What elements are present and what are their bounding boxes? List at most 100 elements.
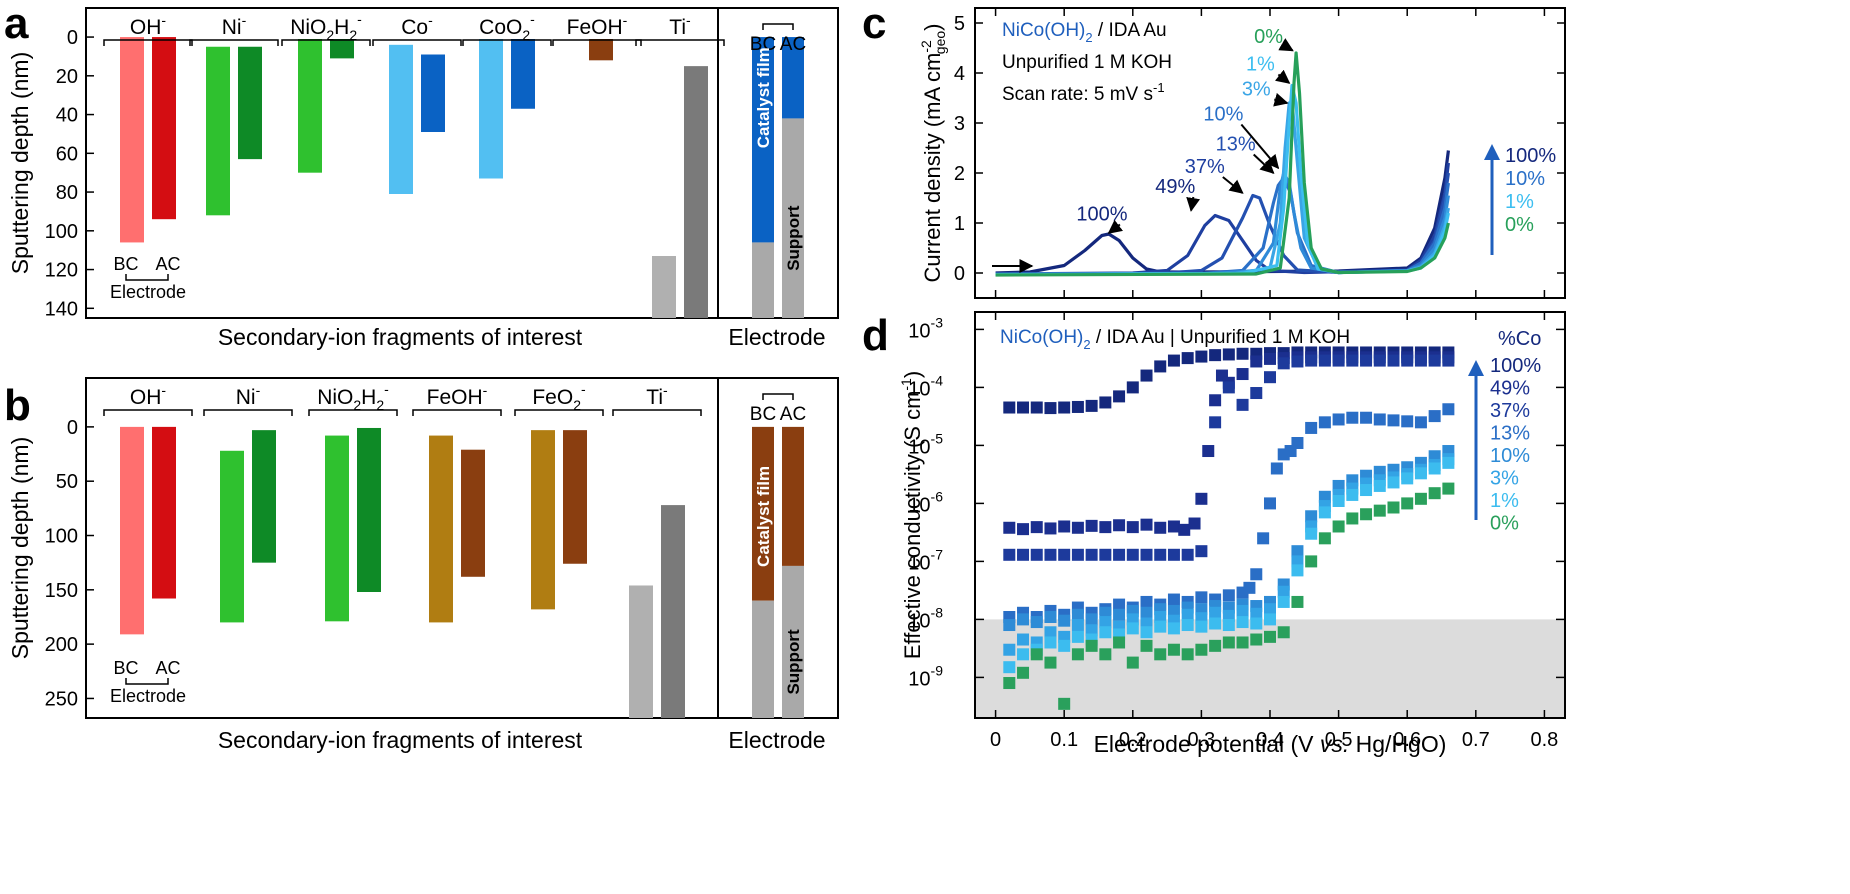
d-data-point [1236,398,1249,411]
b-film-label: Catalyst film [754,466,773,567]
d-legend-entry: 0% [1490,513,1519,535]
d-ytick-base: 10 [908,610,930,632]
b-legend-bc: BC [113,658,138,678]
d-ytick-base: 10 [908,668,930,690]
b-legend-bracket [125,678,169,685]
d-data-point [1305,527,1318,540]
d-data-point [1099,648,1112,661]
d-xtick-label: 0.5 [1325,729,1353,751]
d-ytick-exp: -8 [931,604,944,620]
a-category-label-text2: H [334,16,349,39]
d-data-point [1318,416,1331,429]
c-peak-label: 37% [1185,156,1225,178]
d-data-point [1085,613,1098,626]
c-ytick-label: 0 [954,263,965,285]
c-peak-arrow [1253,153,1275,174]
d-data-point [1140,369,1153,382]
a-category-bracket [103,39,193,46]
b-legend-ac: AC [155,658,180,678]
d-ytick-label: 10-5 [908,430,943,458]
d-data-point [1140,626,1153,639]
a-bar-ac [589,39,613,61]
c-ytick-label: 3 [954,113,965,135]
a-bar-ac [684,66,708,318]
d-data-point [1154,648,1167,661]
a-category-label: CoO2- [479,11,535,43]
c-peak-arrow [1107,219,1124,234]
d-data-point [1250,355,1263,368]
d-data-point [1346,488,1359,501]
d-data-point [1264,371,1276,384]
d-data-point [1236,368,1249,381]
a-electrode-support [752,242,774,318]
d-data-point [1058,401,1071,414]
a-electrode-header-ac: AC [780,34,806,55]
d-data-point [1442,482,1455,495]
a-category-label-sup: - [357,11,362,27]
b-category-label-text: OH [130,386,162,409]
d-data-point [1222,636,1235,649]
c-peak-label: 13% [1216,134,1256,156]
d-data-point [1099,606,1112,619]
a-category-label-text: FeOH [567,16,623,39]
d-xtick-label: 0.6 [1393,729,1421,751]
d-data-point [1236,347,1249,360]
d-data-point [1017,606,1030,619]
d-data-point [1346,354,1359,367]
d-data-point [1058,614,1071,627]
d-data-point [1442,456,1455,469]
b-ytick-label: 200 [45,634,78,656]
d-data-point [1222,381,1235,394]
d-data-point [1373,504,1386,517]
d-data-point [1387,476,1400,489]
d-data-point [1167,354,1180,367]
a-ytick-label: 80 [56,182,78,204]
d-data-point [1167,643,1180,656]
d-data-point [1387,501,1400,514]
d-data-point [1178,523,1191,536]
d-data-point [1030,548,1043,561]
d-data-point [1099,626,1112,639]
a-category-label-sub: 2 [522,27,530,43]
d-ylabel-text: Effective conductivity (S cm [900,391,925,660]
c-peak-arrow [1240,123,1280,170]
d-data-point [1154,620,1167,633]
d-ytick-exp: -9 [931,662,944,678]
a-frame [85,7,839,319]
panel-letter-a: a [4,0,29,48]
c-peak-arrow [1186,196,1201,212]
d-ytick-label: 10-3 [908,314,943,342]
d-xtick-label: 0.7 [1462,729,1490,751]
d-data-point [1044,548,1057,561]
d-ytick-label: 10-9 [908,662,943,690]
d-data-point [1243,581,1256,594]
d-xtick-label: 0 [990,729,1001,751]
d-data-point [1071,608,1084,621]
d-data-point [1167,520,1180,533]
d-ylabel: Effective conductivity (S cm-1) [898,371,925,659]
a-category-label-sup: - [530,11,535,27]
a-category-label: Ni- [222,12,247,39]
d-data-point [1236,604,1249,617]
b-bar-bc [120,426,144,635]
d-data-point [1071,521,1084,534]
a-electrode-film [752,37,774,243]
d-data-point [1044,610,1057,623]
d-data-point [1277,585,1290,598]
d-data-point [1291,595,1304,608]
b-bar-bc [629,585,653,718]
d-legend-entry: 1% [1490,490,1519,512]
c-annot-line3-sup: -1 [1153,80,1165,95]
d-legend-arrow-head [1468,360,1484,376]
d-data-point [1318,490,1331,503]
d-legend-entry: 49% [1490,378,1530,400]
d-data-point [1058,639,1071,652]
b-category-bracket [103,409,193,416]
d-annot-title-sub: 2 [1083,337,1090,352]
d-ytick-label: 10-6 [908,488,943,516]
d-data-point [1373,354,1386,367]
a-bar-bc [120,37,144,243]
a-legend-ac: AC [155,254,180,274]
d-ytick-exp: -7 [931,546,944,562]
a-category-bracket [552,39,642,46]
